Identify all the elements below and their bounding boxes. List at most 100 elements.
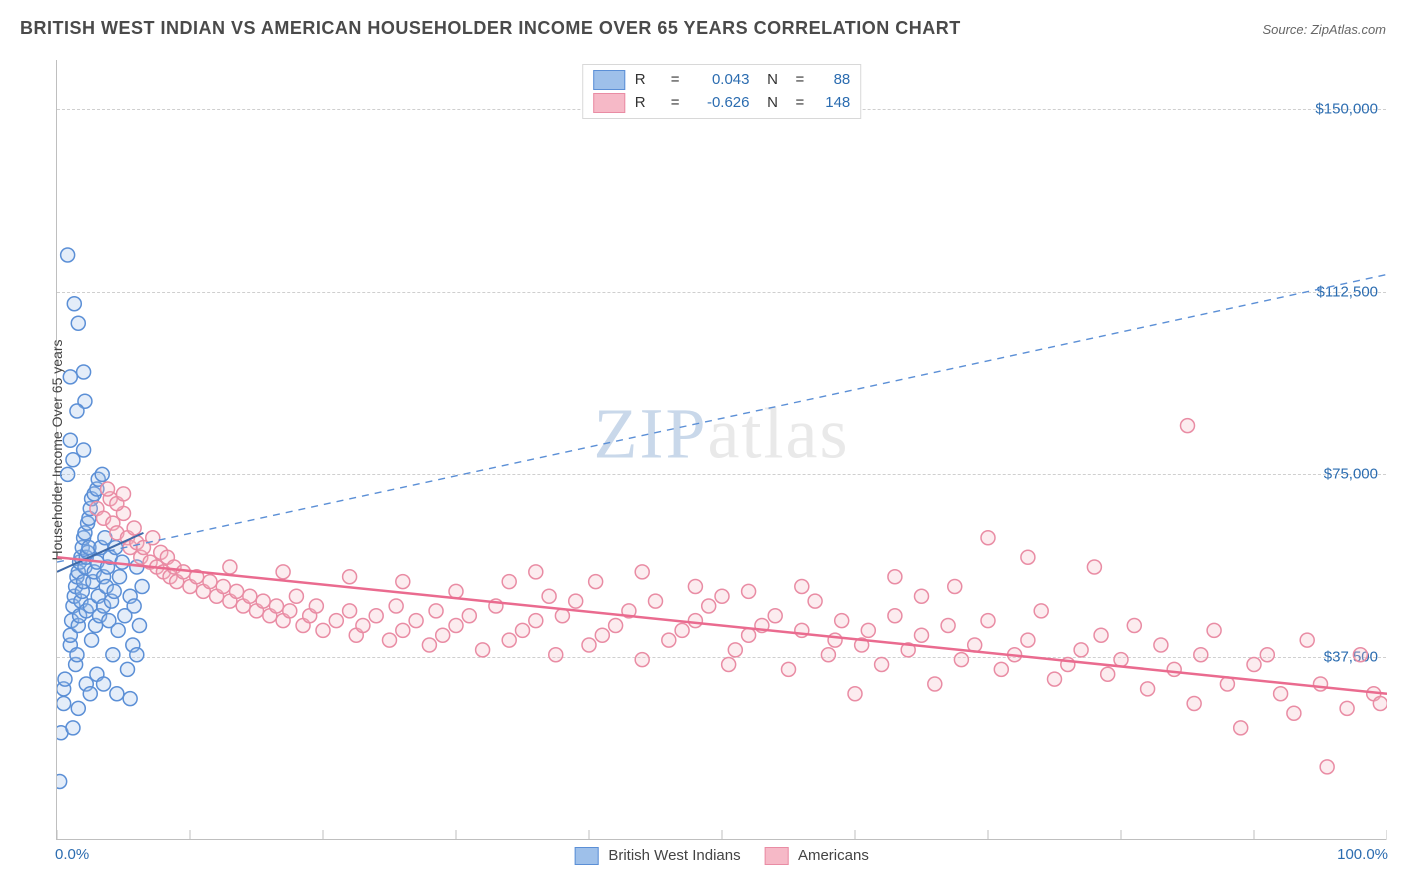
data-point — [309, 599, 323, 613]
data-point — [83, 687, 97, 701]
data-point — [1287, 706, 1301, 720]
chart-frame: BRITISH WEST INDIAN VS AMERICAN HOUSEHOL… — [0, 0, 1406, 892]
data-point — [113, 570, 127, 584]
source-label: Source: ZipAtlas.com — [1262, 22, 1386, 37]
data-point — [595, 628, 609, 642]
data-point — [115, 555, 129, 569]
data-point — [409, 614, 423, 628]
data-point — [111, 623, 125, 637]
data-point — [283, 604, 297, 618]
data-point — [343, 570, 357, 584]
data-point — [71, 316, 85, 330]
data-point — [223, 560, 237, 574]
plot-area: Householder Income Over 65 years ZIPatla… — [56, 60, 1386, 840]
data-point — [422, 638, 436, 652]
data-point — [915, 628, 929, 642]
data-point — [123, 692, 137, 706]
data-point — [688, 580, 702, 594]
data-point — [97, 677, 111, 691]
data-point — [1207, 623, 1221, 637]
data-point — [649, 594, 663, 608]
r-value-amer: -0.626 — [690, 92, 750, 115]
data-point — [662, 633, 676, 647]
data-point — [369, 609, 383, 623]
x-tick-min: 0.0% — [55, 846, 89, 863]
data-point — [1320, 760, 1334, 774]
data-point — [396, 623, 410, 637]
data-point — [1187, 697, 1201, 711]
data-point — [316, 623, 330, 637]
data-point — [269, 599, 283, 613]
data-point — [429, 604, 443, 618]
data-point — [101, 482, 115, 496]
data-point — [688, 614, 702, 628]
data-point — [356, 619, 370, 633]
data-point — [71, 701, 85, 715]
data-point — [230, 584, 244, 598]
data-point — [61, 248, 75, 262]
data-point — [1274, 687, 1288, 701]
data-point — [635, 653, 649, 667]
data-point — [130, 648, 144, 662]
data-point — [383, 633, 397, 647]
data-point — [120, 662, 134, 676]
data-point — [728, 643, 742, 657]
data-point — [77, 365, 91, 379]
data-point — [70, 648, 84, 662]
data-point — [875, 658, 889, 672]
legend-row-amer: R = -0.626 N = 148 — [593, 92, 851, 115]
legend-swatch-icon — [574, 847, 598, 865]
n-value-amer: 148 — [814, 92, 850, 115]
data-point — [67, 297, 81, 311]
data-point — [127, 599, 141, 613]
data-point — [742, 584, 756, 598]
legend-swatch-bwi — [593, 70, 625, 90]
data-point — [589, 575, 603, 589]
data-point — [396, 575, 410, 589]
data-point — [1260, 648, 1274, 662]
data-point — [516, 623, 530, 637]
data-point — [1101, 667, 1115, 681]
data-point — [948, 580, 962, 594]
data-point — [502, 633, 516, 647]
data-point — [63, 433, 77, 447]
data-point — [529, 614, 543, 628]
data-point — [57, 697, 71, 711]
data-point — [1314, 677, 1328, 691]
data-point — [132, 619, 146, 633]
data-point — [848, 687, 862, 701]
data-point — [1094, 628, 1108, 642]
data-point — [1021, 633, 1035, 647]
data-point — [66, 453, 80, 467]
scatter-svg — [57, 60, 1387, 840]
data-point — [66, 721, 80, 735]
data-point — [1181, 419, 1195, 433]
data-point — [954, 653, 968, 667]
data-point — [256, 594, 270, 608]
data-point — [57, 775, 67, 789]
data-point — [835, 614, 849, 628]
legend-swatch-amer — [593, 93, 625, 113]
data-point — [276, 565, 290, 579]
data-point — [782, 662, 796, 676]
legend-swatch-icon — [765, 847, 789, 865]
data-point — [1247, 658, 1261, 672]
n-label: N — [760, 69, 786, 92]
data-point — [768, 609, 782, 623]
data-point — [821, 648, 835, 662]
data-point — [582, 638, 596, 652]
series-legend: British West Indians Americans — [574, 847, 869, 865]
data-point — [1034, 604, 1048, 618]
data-point — [70, 404, 84, 418]
data-point — [107, 584, 121, 598]
data-point — [529, 565, 543, 579]
data-point — [928, 677, 942, 691]
data-point — [981, 531, 995, 545]
data-point — [941, 619, 955, 633]
data-point — [1154, 638, 1168, 652]
data-point — [216, 580, 230, 594]
data-point — [329, 614, 343, 628]
data-point — [476, 643, 490, 657]
data-point — [63, 370, 77, 384]
data-point — [828, 633, 842, 647]
